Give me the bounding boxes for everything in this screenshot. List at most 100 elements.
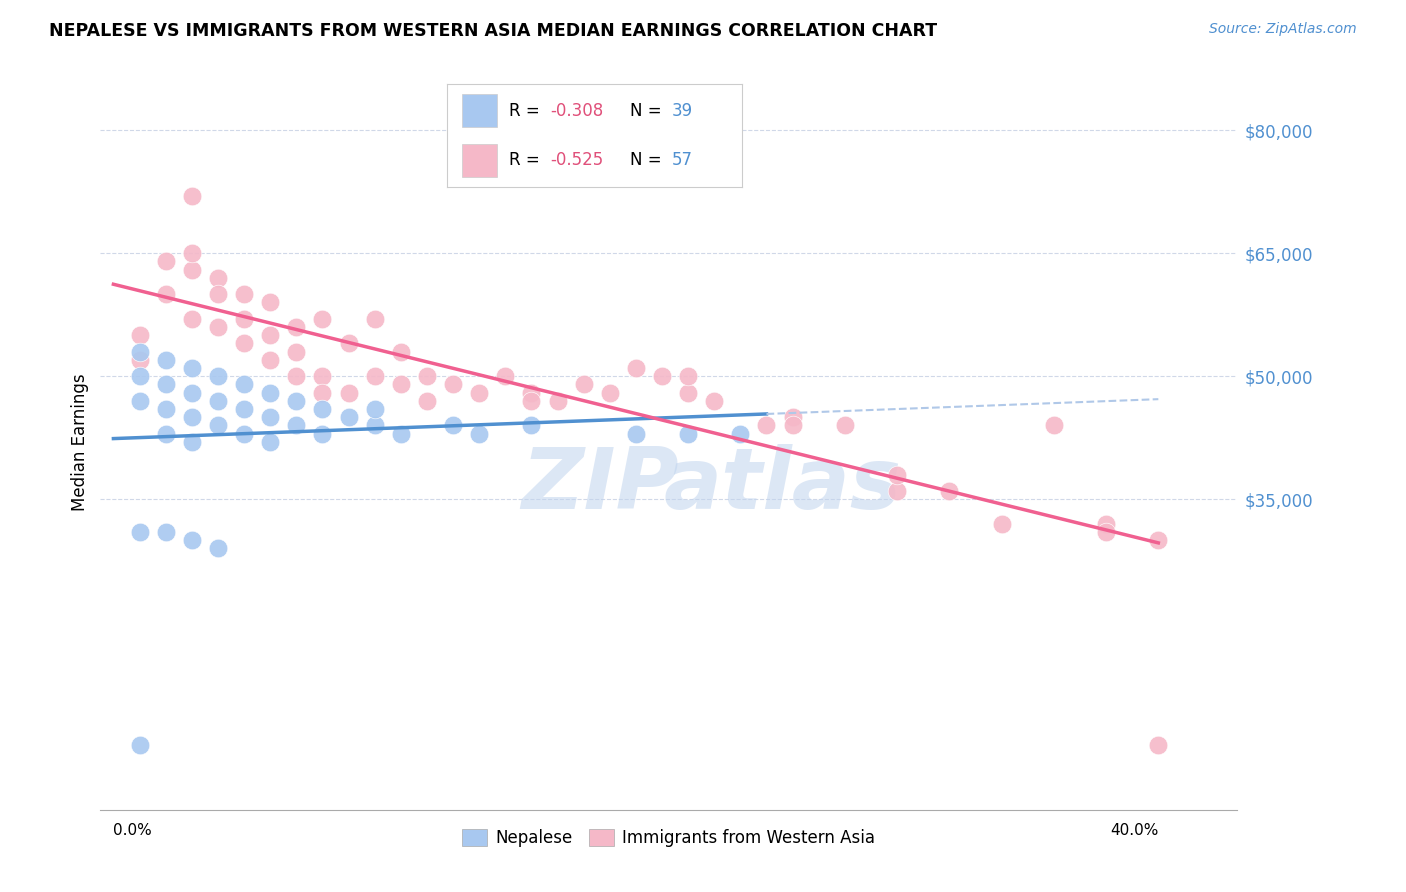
Point [155, 377, 177, 392]
Point [180, 361, 202, 376]
Point [572, 377, 595, 392]
Point [207, 320, 229, 334]
Point [468, 385, 491, 400]
Point [389, 426, 412, 441]
Point [676, 426, 699, 441]
Point [1147, 533, 1170, 547]
Point [233, 426, 256, 441]
Point [520, 385, 543, 400]
Point [128, 738, 150, 752]
Point [180, 189, 202, 203]
Point [468, 426, 491, 441]
Point [180, 246, 202, 260]
Point [259, 352, 281, 367]
Point [389, 377, 412, 392]
Point [416, 369, 439, 384]
Point [128, 524, 150, 539]
Point [180, 434, 202, 449]
Legend: Nepalese, Immigrants from Western Asia: Nepalese, Immigrants from Western Asia [456, 822, 882, 854]
Point [180, 533, 202, 547]
Point [233, 336, 256, 351]
Point [128, 344, 150, 359]
Point [730, 426, 752, 441]
Point [337, 336, 360, 351]
Point [233, 287, 256, 301]
Point [311, 401, 333, 416]
Point [520, 393, 543, 408]
Point [128, 328, 150, 343]
Point [311, 311, 333, 326]
Point [547, 393, 569, 408]
Point [207, 541, 229, 556]
Point [363, 418, 385, 433]
Text: 0.0%: 0.0% [114, 822, 152, 838]
Point [676, 385, 699, 400]
Point [155, 426, 177, 441]
Point [155, 254, 177, 268]
Point [128, 352, 150, 367]
Text: 40.0%: 40.0% [1109, 822, 1159, 838]
Point [207, 393, 229, 408]
Point [834, 418, 856, 433]
Point [155, 287, 177, 301]
Point [676, 369, 699, 384]
Point [233, 377, 256, 392]
Point [703, 393, 725, 408]
Point [311, 385, 333, 400]
Point [259, 434, 281, 449]
Point [155, 524, 177, 539]
Point [311, 369, 333, 384]
Point [624, 426, 647, 441]
Text: NEPALESE VS IMMIGRANTS FROM WESTERN ASIA MEDIAN EARNINGS CORRELATION CHART: NEPALESE VS IMMIGRANTS FROM WESTERN ASIA… [49, 22, 938, 40]
Point [207, 270, 229, 285]
Point [599, 385, 621, 400]
Point [363, 311, 385, 326]
Point [337, 410, 360, 425]
Point [207, 418, 229, 433]
Point [990, 516, 1012, 531]
Point [1147, 738, 1170, 752]
Point [363, 369, 385, 384]
Point [259, 295, 281, 310]
Text: ZIP: ZIP [522, 444, 679, 527]
Y-axis label: Median Earnings: Median Earnings [72, 373, 89, 510]
Point [285, 369, 308, 384]
Point [363, 401, 385, 416]
Point [285, 418, 308, 433]
Point [311, 426, 333, 441]
Point [337, 385, 360, 400]
Point [155, 352, 177, 367]
Point [520, 418, 543, 433]
Point [416, 393, 439, 408]
Point [259, 328, 281, 343]
Text: Source: ZipAtlas.com: Source: ZipAtlas.com [1209, 22, 1357, 37]
Point [233, 311, 256, 326]
Point [441, 377, 464, 392]
Point [389, 344, 412, 359]
Text: atlas: atlas [664, 444, 901, 527]
Point [782, 410, 804, 425]
Point [233, 401, 256, 416]
Point [938, 483, 960, 498]
Point [180, 385, 202, 400]
Point [207, 287, 229, 301]
Point [1095, 524, 1118, 539]
Point [651, 369, 673, 384]
Point [128, 393, 150, 408]
Point [782, 418, 804, 433]
Point [180, 311, 202, 326]
Point [441, 418, 464, 433]
Point [624, 361, 647, 376]
Point [259, 410, 281, 425]
Point [886, 483, 908, 498]
Point [180, 410, 202, 425]
Point [180, 262, 202, 277]
Point [886, 467, 908, 482]
Point [494, 369, 516, 384]
Point [207, 369, 229, 384]
Point [155, 401, 177, 416]
Point [285, 344, 308, 359]
Point [285, 393, 308, 408]
Point [285, 320, 308, 334]
Point [1043, 418, 1066, 433]
